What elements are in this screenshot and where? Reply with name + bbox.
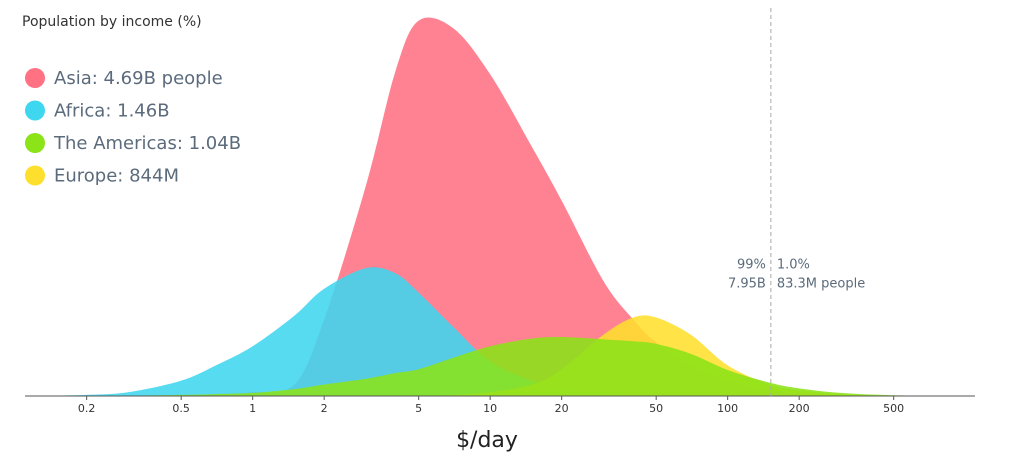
x-tick-label: 10	[483, 402, 497, 415]
chart-title: Population by income (%)	[22, 14, 202, 30]
x-tick-label: 20	[555, 402, 569, 415]
x-tick-label: 200	[789, 402, 810, 415]
area	[25, 336, 975, 396]
x-tick-label: 5	[415, 402, 422, 415]
annotation: 7.95B	[728, 277, 766, 292]
x-tick-label: 500	[883, 402, 904, 415]
x-axis-label: $/day	[456, 428, 518, 453]
legend-label: Africa: 1.46B	[54, 101, 170, 122]
annotation: 99%	[737, 258, 766, 273]
x-tick-label: 2	[321, 402, 328, 415]
annotation: 83.3M people	[777, 277, 865, 292]
legend-label: The Americas: 1.04B	[53, 133, 241, 154]
legend-swatch	[25, 68, 45, 88]
area	[25, 267, 975, 396]
annotation: 1.0%	[777, 258, 810, 273]
x-tick-label: 0.2	[78, 402, 96, 415]
legend-swatch	[25, 100, 45, 121]
legend-label: Asia: 4.69B people	[54, 68, 223, 89]
x-tick-label: 1	[249, 402, 256, 415]
x-tick-label: 100	[717, 402, 738, 415]
x-tick-label: 0.5	[172, 402, 190, 415]
legend-swatch	[25, 165, 45, 186]
x-tick-label: 50	[649, 402, 663, 415]
legend-swatch	[25, 133, 45, 153]
area	[25, 17, 975, 396]
legend-label: Europe: 844M	[54, 166, 179, 187]
